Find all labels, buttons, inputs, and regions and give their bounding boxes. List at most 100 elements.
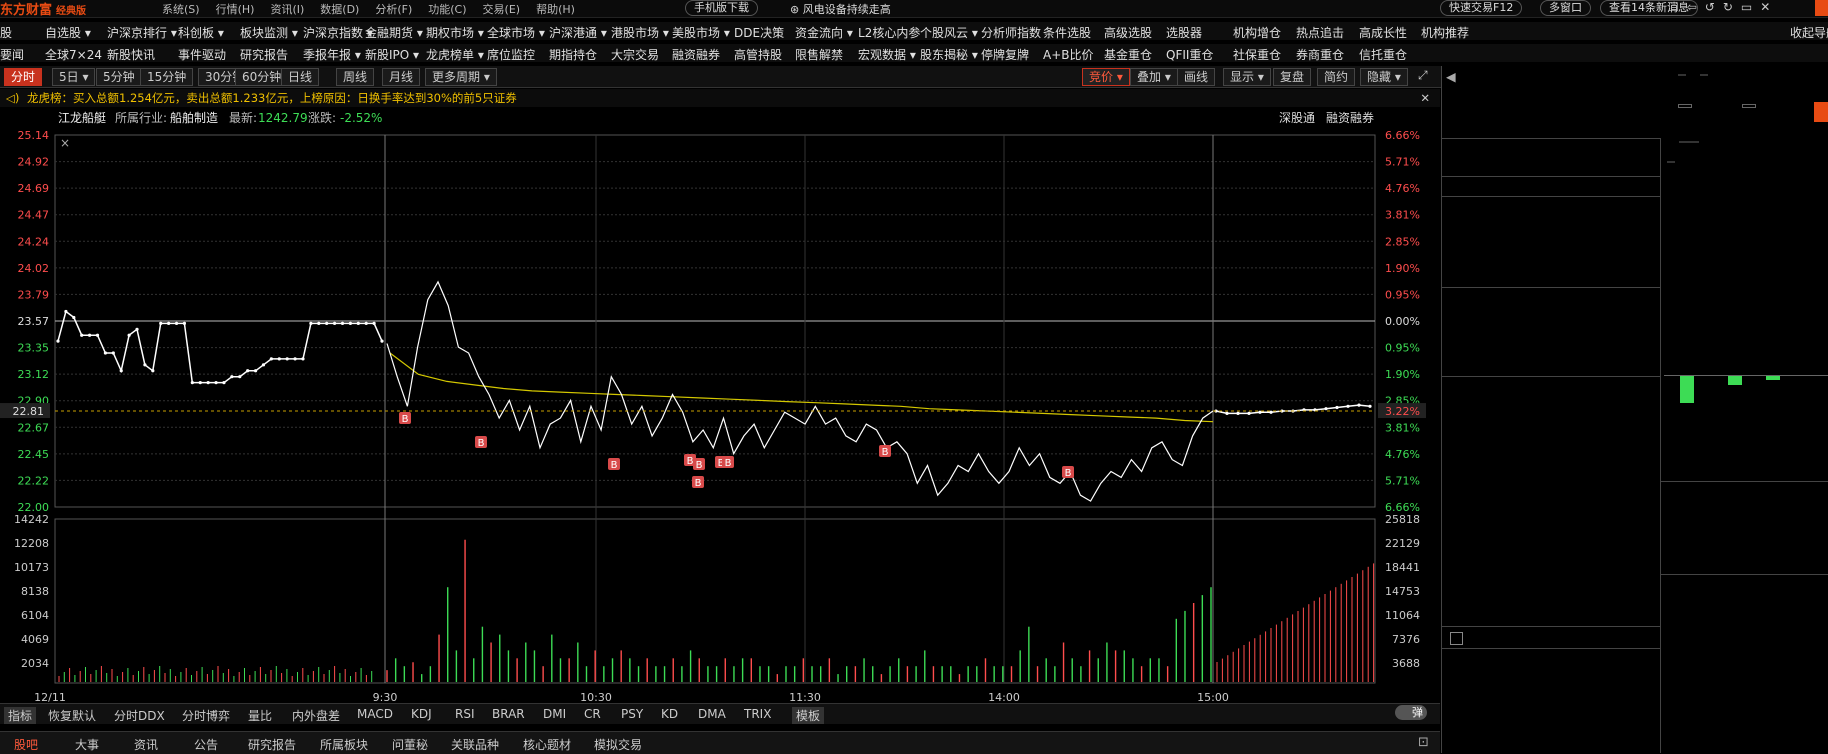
bottom-tab-2[interactable]: 资讯 (134, 738, 159, 752)
fund-tab[interactable] (1679, 141, 1699, 143)
chart-tool-0[interactable]: 竞价 ▾ (1082, 68, 1130, 86)
nav1-item-0[interactable]: 股 (0, 26, 13, 40)
indicator-tab-9[interactable]: BRAR (492, 707, 525, 721)
intraday-chart[interactable]: 25.14 6.66% 24.92 5.71% 24.69 4.76% 24.47 3.81%… (0, 127, 1440, 709)
menu-5[interactable]: 功能(C) (428, 2, 467, 16)
nav2-item-6[interactable]: 新股IPO ▾ (365, 48, 420, 62)
nav2-item-16[interactable]: 停牌复牌 (981, 48, 1030, 62)
industry-value[interactable]: 船舶制造 (170, 111, 219, 125)
indicator-tab-15[interactable]: TRIX (744, 707, 772, 721)
indicator-tab-1[interactable]: 恢复默认 (48, 709, 97, 723)
nav1-item-13[interactable]: 资金流向 ▾ (795, 26, 853, 40)
buy-signal-marker[interactable]: B (475, 436, 487, 449)
indicator-tab-0[interactable]: 指标 (4, 707, 37, 724)
indicator-tab-16[interactable]: 模板 (792, 707, 825, 724)
period-tab-7[interactable]: 周线 (336, 68, 375, 86)
bottom-tab-4[interactable]: 研究报告 (248, 738, 297, 752)
nav1-item-2[interactable]: 沪深京排行 ▾ (107, 26, 177, 40)
news-ticker[interactable]: ⊛ 风电设备持续走高 (790, 3, 891, 16)
close-window-button[interactable] (1815, 0, 1828, 16)
prev-stock-icon[interactable]: ◀ (1446, 69, 1456, 84)
buy-signal-marker[interactable]: B (693, 458, 705, 471)
indicator-tab-10[interactable]: DMI (543, 707, 567, 721)
popup-toggle[interactable]: 弹 (1395, 705, 1427, 720)
messages-button[interactable]: 查看14条新消息 (1600, 0, 1698, 16)
nav2-item-9[interactable]: 期指持仓 (549, 48, 598, 62)
nav2-item-0[interactable]: 要闻 (0, 48, 25, 62)
menu-3[interactable]: 数据(D) (320, 2, 360, 16)
nav1-item-20[interactable]: 机构增仓 (1233, 26, 1282, 40)
nav2-item-2[interactable]: 新股快讯 (107, 48, 156, 62)
nav1-item-17[interactable]: 条件选股 (1043, 26, 1092, 40)
nav2-item-12[interactable]: 高管持股 (734, 48, 783, 62)
nav2-item-10[interactable]: 大宗交易 (611, 48, 660, 62)
fullscreen-icon[interactable]: ⤢ (1418, 68, 1428, 82)
period-tab-6[interactable]: 日线 (281, 68, 320, 86)
alert-button[interactable] (1742, 104, 1756, 108)
chart-tool-5[interactable]: 简约 (1317, 68, 1356, 86)
badge-zi[interactable] (1700, 74, 1708, 76)
period-today[interactable] (1667, 161, 1675, 163)
chart-tool-3[interactable]: 显示 ▾ (1223, 68, 1271, 86)
bottom-tab-1[interactable]: 大事 (75, 738, 100, 752)
dragon-tiger-banner[interactable]: ◁) 龙虎榜：买入总额1.254亿元，卖出总额1.233亿元，上榜原因：日换手率… (0, 89, 1440, 107)
nav1-item-9[interactable]: 沪深港通 ▾ (549, 26, 607, 40)
indicator-tab-8[interactable]: RSI (455, 707, 475, 721)
crosshair-close-icon[interactable]: × (60, 136, 70, 150)
chart-tool-1[interactable]: 叠加 ▾ (1130, 68, 1178, 86)
indicator-tab-13[interactable]: KD (661, 707, 679, 721)
nav1-item-22[interactable]: 高成长性 (1359, 26, 1408, 40)
nav1-item-8[interactable]: 全球市场 ▾ (487, 26, 545, 40)
nav2-item-20[interactable]: 社保重仓 (1233, 48, 1282, 62)
menu-1[interactable]: 行情(H) (215, 2, 255, 16)
period-tab-3[interactable]: 15分钟 (140, 68, 194, 86)
nav1-item-21[interactable]: 热点追击 (1296, 26, 1345, 40)
menu-0[interactable]: 系统(S) (162, 2, 200, 16)
mobile-download-button[interactable]: 手机版下载 (685, 0, 758, 16)
period-tab-1[interactable]: 5日 ▾ (52, 68, 96, 86)
menu-7[interactable]: 帮助(H) (536, 2, 575, 16)
indicator-tab-14[interactable]: DMA (698, 707, 726, 721)
nav2-item-5[interactable]: 季报年报 ▾ (303, 48, 361, 62)
indicator-tab-12[interactable]: PSY (621, 707, 644, 721)
bottom-tab-8[interactable]: 核心题材 (523, 738, 572, 752)
indicator-tab-3[interactable]: 分时博弈 (182, 709, 231, 723)
bottom-tab-6[interactable]: 问董秘 (392, 738, 429, 752)
nav2-item-13[interactable]: 限售解禁 (795, 48, 844, 62)
menu-6[interactable]: 交易(E) (482, 2, 521, 16)
menu-4[interactable]: 分析(F) (375, 2, 413, 16)
nav2-item-3[interactable]: 事件驱动 (178, 48, 227, 62)
window-controls[interactable]: ☐⇦↺↻▭✕ (1668, 0, 1779, 14)
buy-signal-marker[interactable]: B (692, 476, 704, 489)
nav1-item-10[interactable]: 港股市场 ▾ (611, 26, 669, 40)
expand-icon[interactable]: ⊡ (1418, 735, 1429, 750)
quick-trade-button[interactable]: 快速交易F12 (1440, 0, 1523, 16)
period-tab-8[interactable]: 月线 (382, 68, 421, 86)
nav1-item-12[interactable]: DDE决策 (734, 26, 785, 40)
nav1-item-6[interactable]: 金融期货 ▾ (365, 26, 423, 40)
indicator-tab-11[interactable]: CR (584, 707, 601, 721)
bottom-tab-3[interactable]: 公告 (194, 738, 219, 752)
nav2-item-22[interactable]: 信托重仓 (1359, 48, 1408, 62)
nav1-item-24[interactable]: 收起导航 (1790, 26, 1828, 40)
nav2-item-18[interactable]: 基金重仓 (1104, 48, 1153, 62)
indicator-tab-5[interactable]: 内外盘差 (292, 709, 341, 723)
nav2-item-15[interactable]: 股东揭秘 ▾ (920, 48, 978, 62)
trade-button[interactable] (1814, 102, 1828, 122)
chart-tool-2[interactable]: 画线 (1177, 68, 1216, 86)
indicator-tab-2[interactable]: 分时DDX (114, 709, 165, 723)
indicator-tab-6[interactable]: MACD (357, 707, 393, 721)
multi-window-button[interactable]: 多窗口 (1540, 0, 1591, 16)
only-current-checkbox[interactable] (1450, 632, 1463, 645)
bottom-tab-7[interactable]: 关联品种 (451, 738, 500, 752)
nav1-item-11[interactable]: 美股市场 ▾ (672, 26, 730, 40)
nav1-item-18[interactable]: 高级选股 (1104, 26, 1153, 40)
watchlist-button[interactable] (1678, 104, 1692, 108)
nav1-item-4[interactable]: 板块监测 ▾ (240, 26, 298, 40)
shenguton-link[interactable]: 深股通 (1279, 111, 1316, 125)
buy-signal-marker[interactable]: B (608, 458, 620, 471)
nav2-item-21[interactable]: 券商重仓 (1296, 48, 1345, 62)
period-tab-0[interactable]: 分时 (4, 68, 43, 86)
bottom-tab-9[interactable]: 模拟交易 (594, 738, 643, 752)
nav1-item-15[interactable]: 个股风云 ▾ (920, 26, 978, 40)
